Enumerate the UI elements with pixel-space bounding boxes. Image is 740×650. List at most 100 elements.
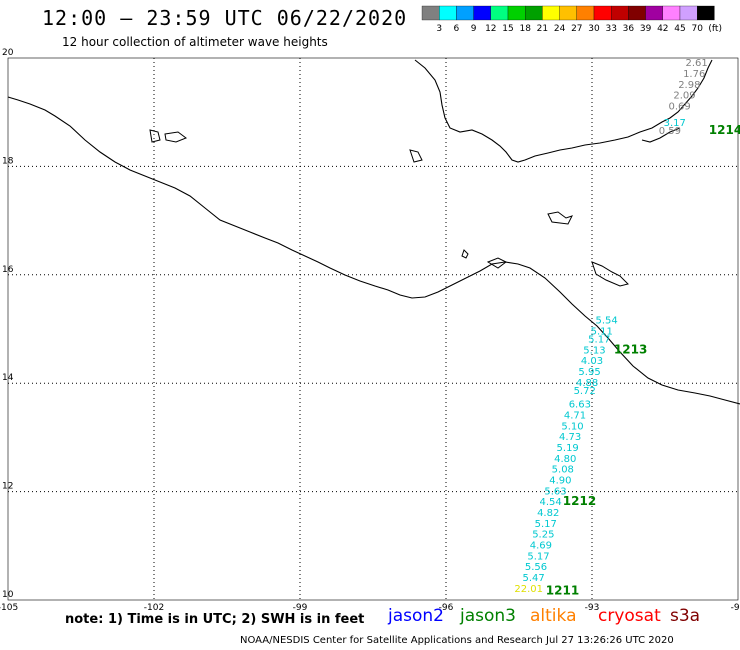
wave-height-label: 4.54 [540,497,562,508]
wave-height-label: 1.76 [683,69,705,80]
wave-height-label: 4.88 [576,378,598,389]
legend-label: 39 [640,24,652,34]
wave-height-label: 5.19 [557,443,579,454]
island-3 [409,149,423,163]
legend-label: 30 [588,24,600,34]
lat-lon-grid: 20 18 16 14 12 10 -105 -102 -99 -96 -93 -90 [0,48,740,613]
island-1 [149,129,161,143]
wave-height-label: 5.54 [595,316,617,327]
lat-label: 16 [2,265,14,275]
legend-swatch [473,5,491,21]
lat-label: 20 [2,48,14,58]
legend-label: 45 [674,24,685,34]
island-2 [164,131,188,143]
legend-swatch [525,5,543,21]
wave-height-label: 4.71 [564,410,586,421]
satellite-altika: altika [530,606,577,626]
wave-height-label: 4.69 [530,541,552,552]
lon-label: -105 [0,603,18,613]
track-1212: 6.634.715.104.735.194.805.084.905.634.54… [537,400,596,519]
legend-label: 70 [691,24,703,34]
legend-label: 12 [485,24,496,34]
legend-swatch [456,5,474,21]
legend-label: 18 [519,24,531,34]
legend-swatch [542,5,560,21]
wave-height-label: 5.08 [552,465,574,476]
wave-height-label: 5.17 [527,551,549,562]
map-frame [7,57,739,601]
wave-height-label: 4.03 [581,356,603,367]
wave-height-label: 5.25 [532,530,554,541]
wave-height-label: 2.98 [678,80,700,91]
legend-swatch [645,5,663,21]
legend-swatch [679,5,698,21]
wave-height-label: 2.61 [686,58,708,69]
lat-label: 10 [2,590,14,600]
footer-note: note: 1) Time is in UTC; 2) SWH is in fe… [65,612,365,627]
legend-label: 42 [657,24,668,34]
island-4 [547,211,573,225]
wave-height-label: 5.56 [525,562,547,573]
lat-label: 12 [2,482,13,492]
legend-unit: (ft) [708,24,722,34]
satellite-cryosat: cryosat [598,606,661,626]
legend-swatch [439,5,457,21]
lon-label: -96 [439,603,454,613]
wave-height-label: 5.11 [591,326,613,337]
island-7 [486,257,507,269]
legend-label: 33 [605,24,616,34]
wave-height-label: 5.63 [544,486,566,497]
legend-swatch [490,5,509,21]
wave-height-label: 5.47 [522,573,544,584]
wave-height-label: 4.82 [537,508,559,519]
legend-swatch [593,5,612,21]
legend-label: 3 [436,24,442,34]
gulf-coastline [414,59,713,163]
credit-line: NOAA/NESDIS Center for Satellite Applica… [240,635,674,646]
legend-label: 27 [571,24,582,34]
satellite-jason3: jason3 [460,606,516,626]
wave-height-label: 5.95 [578,367,600,378]
lat-label: 14 [2,373,14,383]
lon-label: -93 [585,603,600,613]
track-id-label: 1214 [709,123,740,137]
wave-height-label: 5.10 [561,421,583,432]
wave-height-label: 0.69 [668,101,690,112]
island-6 [461,249,469,259]
legend-swatch [507,5,526,21]
track-1213: 5.545.115.175.134.035.954.885.72 1213 [574,316,648,397]
legend-swatch [697,5,715,21]
lon-label: -102 [144,603,164,613]
wave-height-label: 4.73 [559,432,581,443]
wave-height-label: 5.17 [588,335,610,346]
legend-swatch [559,5,577,21]
legend-label: 9 [471,24,477,34]
wave-height-label: 2.09 [673,91,695,102]
page-title: 12:00 – 23:59 UTC 06/22/2020 [42,6,408,30]
wave-height-label: 5.13 [583,345,605,356]
wave-height-label: 5.72 [574,386,596,397]
legend-swatch [421,5,440,21]
track-1214: 2.611.762.982.090.69 3.170.59 1214 [659,58,740,137]
wave-height-label: 22.01 [514,584,543,595]
coastline [7,59,740,405]
wave-height-label: 4.90 [549,475,571,486]
page-subtitle: 12 hour collection of altimeter wave hei… [62,35,328,49]
legend-label: 21 [537,24,548,34]
pacific-coastline [7,96,740,405]
wave-height-label: 4.80 [554,454,576,465]
wave-height-label: 6.63 [569,400,591,411]
color-legend: 3 6 9 12 15 18 21 24 27 30 33 36 39 42 45 70 (ft) [421,5,722,34]
legend-label: 15 [502,24,513,34]
wave-height-label: 5.17 [535,519,557,530]
track-id-label: 1211 [546,584,579,598]
satellite-s3a: s3a [670,606,701,626]
wave-height-label: 3.17 [664,118,686,129]
legend-label: 24 [554,24,566,34]
lon-label: -99 [293,603,308,613]
legend-label: 36 [623,24,635,34]
island-5 [591,261,629,287]
legend-swatch [662,5,681,21]
